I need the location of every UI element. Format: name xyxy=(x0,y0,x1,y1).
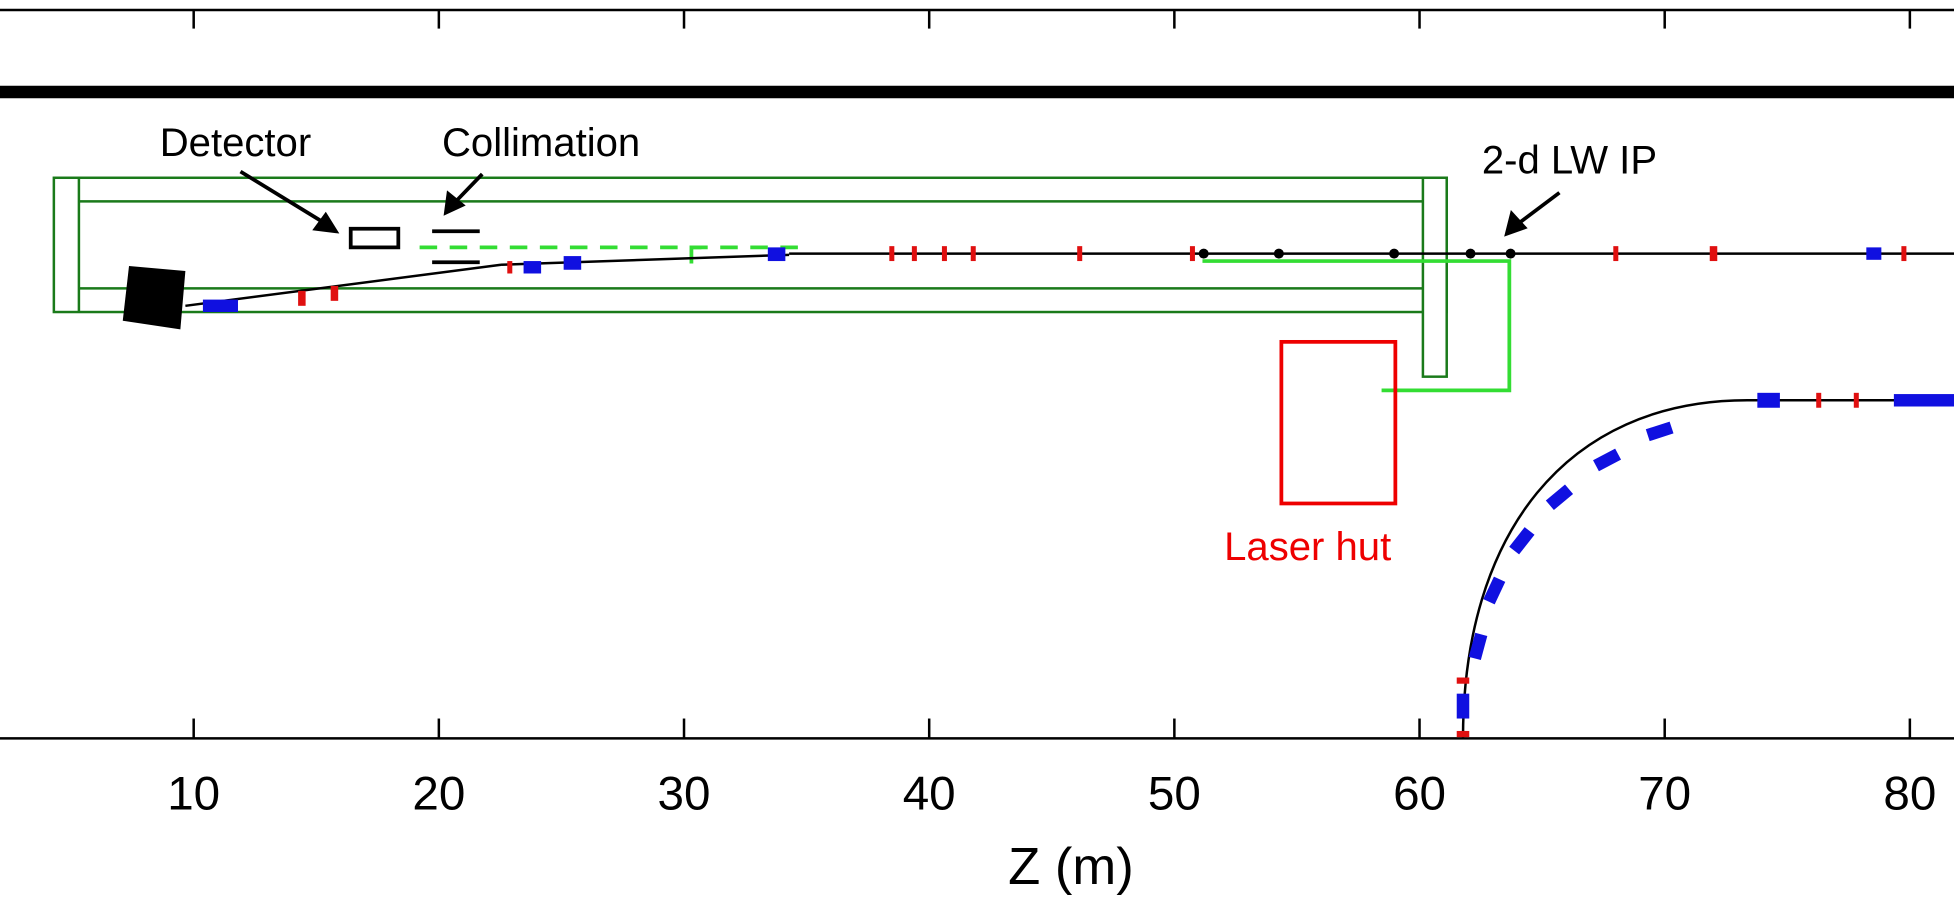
arrow-line xyxy=(1516,191,1561,226)
magnet xyxy=(330,285,339,301)
x-tick-label: 40 xyxy=(903,767,956,820)
arrows xyxy=(239,169,1561,237)
quad xyxy=(563,256,582,270)
beam-line xyxy=(500,253,790,267)
laser-hut xyxy=(1279,339,1398,506)
quad xyxy=(1645,421,1674,442)
laser-line xyxy=(1202,259,1512,393)
quad xyxy=(523,261,542,274)
magnet xyxy=(1077,246,1083,262)
laser-path xyxy=(419,245,1512,393)
quad xyxy=(767,247,786,262)
quad xyxy=(1456,693,1470,719)
magnet xyxy=(1853,392,1859,408)
beam-line xyxy=(185,263,502,308)
dipoles xyxy=(298,246,1907,738)
magnet xyxy=(1456,677,1470,684)
magnet xyxy=(507,261,513,274)
beam-line-curved xyxy=(1461,399,1954,739)
quadrupoles xyxy=(202,247,1954,719)
axis-label: Z (m) xyxy=(1008,838,1134,896)
x-tick-label: 80 xyxy=(1883,767,1936,820)
detector xyxy=(348,226,401,250)
x-tick-label: 60 xyxy=(1393,767,1446,820)
x-tick-label: 20 xyxy=(412,767,465,820)
magnet xyxy=(1613,246,1619,262)
quad xyxy=(1545,484,1574,511)
magnet xyxy=(941,246,947,262)
magnet xyxy=(1189,246,1195,262)
quad xyxy=(1483,576,1506,605)
arrow-head xyxy=(1504,209,1528,237)
magnet xyxy=(970,246,976,262)
magnet xyxy=(1709,246,1718,262)
magnet xyxy=(889,246,895,262)
magnet xyxy=(911,246,917,262)
magnet xyxy=(1816,392,1822,408)
arrow-head xyxy=(312,211,340,234)
axes xyxy=(0,8,1954,740)
quad xyxy=(1593,448,1622,472)
arrow-line xyxy=(453,172,484,204)
laser-line xyxy=(689,245,702,264)
quad xyxy=(202,299,238,313)
magnet xyxy=(1901,246,1907,262)
magnet xyxy=(1456,730,1470,738)
x-tick-label: 70 xyxy=(1638,767,1691,820)
quad xyxy=(1757,392,1780,408)
x-tick-label: 30 xyxy=(658,767,711,820)
bpm xyxy=(1273,248,1284,259)
tunnel xyxy=(52,176,1448,378)
annotation: Laser hut xyxy=(1224,525,1391,569)
annotation: Collimation xyxy=(442,121,640,165)
annotation: 2-d LW IP xyxy=(1482,138,1657,182)
bpm xyxy=(1389,248,1400,259)
beamline xyxy=(122,226,1954,739)
tunnel-outline xyxy=(52,176,1448,314)
tunnel-shaft xyxy=(1421,176,1448,378)
bpm xyxy=(1465,248,1476,259)
x-tick-label: 10 xyxy=(167,767,220,820)
bpm xyxy=(1198,248,1209,259)
dump xyxy=(122,266,186,330)
x-tick-label: 50 xyxy=(1148,767,1201,820)
annotation: Detector xyxy=(160,121,311,165)
quad xyxy=(1468,632,1488,661)
magnet xyxy=(298,290,306,306)
quad xyxy=(1893,394,1954,407)
bpms xyxy=(1198,248,1516,259)
quad xyxy=(1509,527,1535,555)
bpm xyxy=(1505,248,1516,259)
arrow-line xyxy=(239,169,327,226)
quad xyxy=(1866,247,1882,260)
arrow-head xyxy=(443,190,466,216)
